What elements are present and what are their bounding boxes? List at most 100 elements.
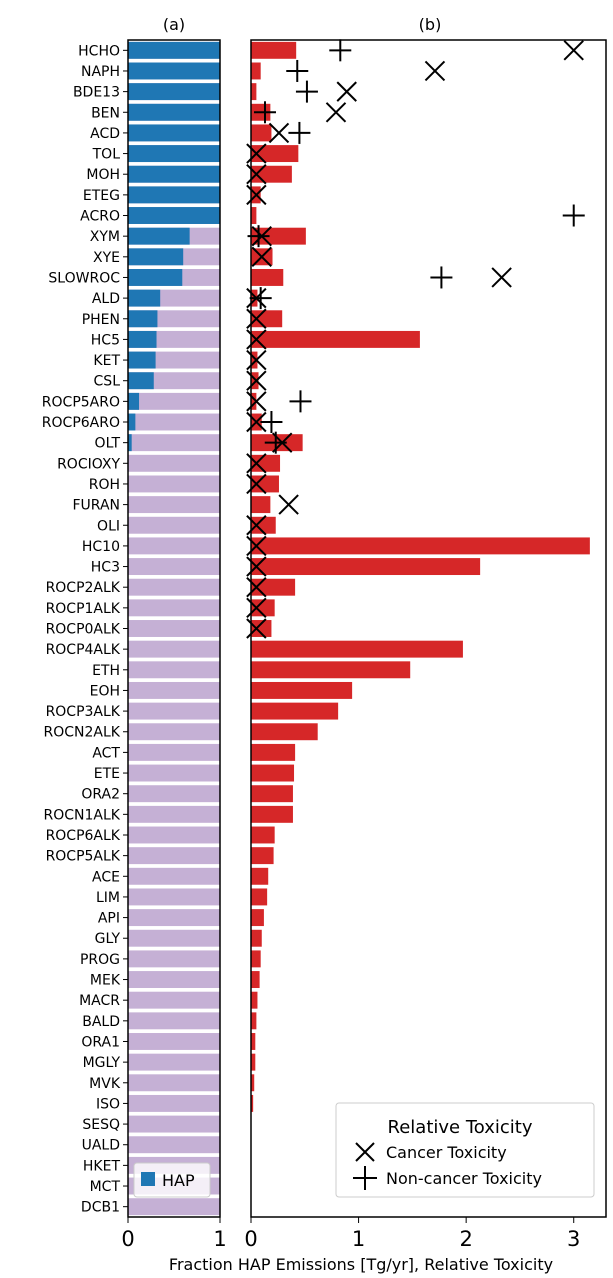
bar-hap-xym <box>128 227 190 245</box>
bar-emission-acro <box>251 207 257 224</box>
bar-hap-ald <box>128 289 161 307</box>
bar-emission-acd <box>251 124 272 142</box>
bar-nonhap-furan <box>128 496 220 514</box>
bar-emission-slowroc <box>251 268 284 286</box>
panel-a-hap-fraction: HCHO NAPH BDE13 BEN ACD TOL MOH ETEG ACRO XYM XYE S… <box>42 39 227 1251</box>
bar-emission-mvk <box>251 1074 255 1092</box>
cancer-toxicity-marker-moh <box>246 164 267 185</box>
bar-hap-naph <box>128 62 220 80</box>
bar-hap-hcho <box>128 41 220 59</box>
y-tick-label-eoh: EOH <box>90 683 120 699</box>
bar-nonhap-act <box>128 743 220 761</box>
bar-hap-moh <box>128 165 220 183</box>
panel-a-x-tick-label: 0 <box>121 1227 134 1251</box>
cancer-toxicity-marker-rocp2alk <box>246 576 267 598</box>
cancer-toxicity-marker-hcho <box>563 40 584 61</box>
bar-nonhap-sesq <box>128 1115 220 1133</box>
cancer-toxicity-marker-oli <box>246 515 267 536</box>
bar-nonhap-roh <box>128 475 220 493</box>
y-tick-label-slowroc: SLOWROC <box>48 270 120 286</box>
y-tick-label-tol: TOL <box>92 147 121 163</box>
y-tick-label-oli: OLI <box>97 518 120 534</box>
legend-cancer-marker <box>355 1142 375 1162</box>
noncancer-toxicity-marker-naph <box>286 59 309 82</box>
y-tick-label-acro: ACRO <box>80 209 120 225</box>
y-tick-label-ace: ACE <box>92 869 120 885</box>
panel-a-frame <box>127 39 221 1218</box>
bar-nonhap-oli <box>128 516 220 534</box>
bar-hap-rocp5aro <box>128 392 140 410</box>
cancer-toxicity-marker-rocp6aro <box>246 411 267 433</box>
y-tick-label-rocp1alk: ROCP1ALK <box>46 601 121 617</box>
bar-emission-iso <box>251 1094 254 1112</box>
y-tick-label-hc5: HC5 <box>91 332 120 348</box>
bar-emission-eoh <box>251 681 353 699</box>
bar-nonhap-rocp6alk <box>128 826 220 844</box>
y-tick-label-mgly: MGLY <box>83 1055 121 1071</box>
bar-emission-rocp1alk <box>251 599 275 617</box>
cancer-toxicity-marker-bde13 <box>336 81 357 102</box>
cancer-toxicity-marker-acd <box>268 122 290 144</box>
bar-nonhap-mvk <box>128 1074 220 1092</box>
bar-nonhap-ora1 <box>128 1033 220 1050</box>
cancer-toxicity-marker-ket <box>246 349 267 371</box>
cancer-toxicity-marker-eteg <box>246 184 267 206</box>
bar-hap-slowroc <box>128 268 183 286</box>
bar-emission-naph <box>251 62 261 80</box>
y-tick-label-act: ACT <box>92 745 120 761</box>
cancer-toxicity-marker-rocp5aro <box>246 391 267 412</box>
bar-hap-olt <box>128 434 132 452</box>
y-tick-label-api: API <box>98 911 120 927</box>
y-tick-label-bald: BALD <box>82 1014 120 1030</box>
bar-emission-bde13 <box>251 83 257 101</box>
y-tick-label-dcb1: DCB1 <box>81 1200 120 1216</box>
y-tick-label-ete: ETE <box>94 766 120 782</box>
bar-nonhap-mgly <box>128 1053 220 1071</box>
bar-emission-act <box>251 743 296 761</box>
bar-emission-rocn2alk <box>251 723 318 741</box>
y-tick-label-hket: HKET <box>83 1158 121 1174</box>
y-tick-label-olt: OLT <box>95 436 121 452</box>
bar-emission-csl <box>251 372 259 390</box>
bar-nonhap-mek <box>128 971 220 989</box>
bar-emission-mek <box>251 971 260 989</box>
bar-nonhap-prog <box>128 950 220 968</box>
bar-hap-ben <box>128 103 220 121</box>
cancer-toxicity-marker-hc10 <box>246 535 267 557</box>
bar-emission-bald <box>251 1012 257 1030</box>
panel-a-x-tick-label: 1 <box>213 1227 226 1251</box>
bar-emission-hc3 <box>251 558 481 576</box>
y-tick-label-ald: ALD <box>92 291 120 307</box>
bar-nonhap-rocioxy <box>128 454 220 472</box>
bar-emission-rocp5aro <box>251 392 257 410</box>
y-tick-label-ora1: ORA1 <box>81 1034 120 1050</box>
bar-emission-rocp3alk <box>251 702 339 720</box>
legend-hap-label: HAP <box>162 1171 195 1190</box>
bar-nonhap-eth <box>128 661 220 679</box>
bar-nonhap-gly <box>128 929 220 947</box>
bar-emission-macr <box>251 991 258 1009</box>
panel-b-legend: Relative Toxicity Cancer Toxicity Non-ca… <box>335 1102 595 1198</box>
bar-emission-rocp0alk <box>251 620 272 637</box>
legend-hap-swatch <box>141 1172 155 1186</box>
panel-b-label: (b) <box>419 15 442 34</box>
y-tick-label-hcho: HCHO <box>78 43 120 59</box>
cancer-toxicity-marker-furan <box>278 494 299 515</box>
bar-hap-ket <box>128 351 156 369</box>
bar-emission-gly <box>251 929 262 947</box>
bar-emission-furan <box>251 496 271 514</box>
bar-nonhap-rocp0alk <box>128 620 220 637</box>
bar-emission-roh <box>251 475 279 493</box>
bar-hap-csl <box>128 372 154 390</box>
y-tick-label-rocp0alk: ROCP0ALK <box>46 622 121 638</box>
bar-nonhap-ora2 <box>128 785 220 803</box>
noncancer-toxicity-marker-hcho <box>329 39 352 62</box>
bar-nonhap-rocp6aro <box>128 413 220 431</box>
bar-nonhap-iso <box>128 1094 220 1112</box>
bar-hap-tol <box>128 145 220 163</box>
noncancer-toxicity-marker-slowroc <box>430 266 453 289</box>
legend-cancer-label: Cancer Toxicity <box>386 1143 507 1162</box>
cancer-toxicity-marker-phen <box>246 308 267 329</box>
y-tick-label-rocp5aro: ROCP5ARO <box>42 394 120 410</box>
cancer-toxicity-marker-tol <box>246 143 267 164</box>
